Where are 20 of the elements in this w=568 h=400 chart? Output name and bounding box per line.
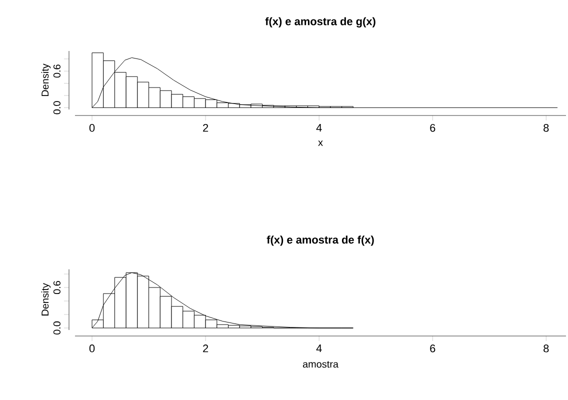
x-axis-title: x (318, 140, 323, 146)
x-tick-label: 4 (316, 124, 322, 132)
x-tick-label: 8 (544, 344, 549, 352)
y-axis-title: Density (41, 283, 51, 316)
x-tick-label: 8 (544, 124, 549, 132)
x-axis-title: amostra (302, 361, 339, 368)
y-axis-title: Density (41, 64, 51, 96)
x-tick-label: 0 (89, 124, 95, 132)
x-tick-label: 6 (430, 124, 436, 132)
x-tick-label: 2 (203, 344, 208, 352)
x-tick-label: 0 (89, 344, 95, 352)
y-tick-label: 0.6 (53, 281, 60, 294)
chart-title: f(x) e amostra de f(x) (266, 236, 374, 246)
y-tick-label: 0.0 (53, 101, 60, 114)
y-tick-label: 0.0 (53, 321, 60, 335)
x-tick-label: 6 (430, 344, 436, 352)
chart-title: f(x) e amostra de g(x) (265, 17, 376, 28)
y-tick-label: 0.6 (53, 64, 60, 78)
x-tick-label: 4 (316, 344, 322, 352)
x-tick-label: 2 (203, 124, 208, 132)
